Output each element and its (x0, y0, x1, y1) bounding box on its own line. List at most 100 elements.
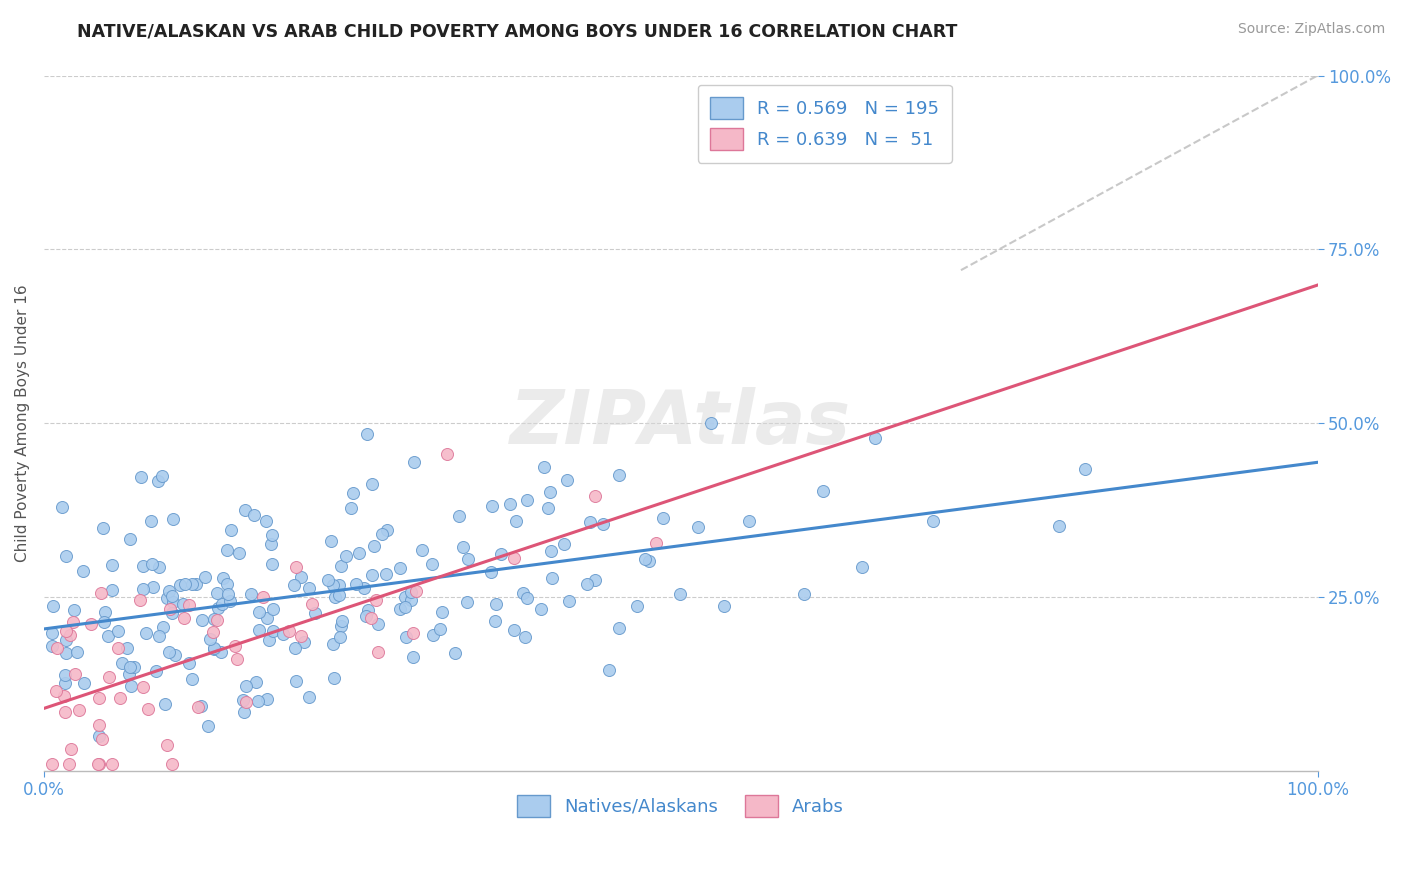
Point (157, 645, 180, 659)
Point (55, 646, 77, 660)
Point (160, 607, 183, 621)
Point (46, 641, 69, 656)
Point (132, 559, 155, 574)
Point (91, 731, 114, 746)
Point (340, 500, 363, 515)
Point (328, 588, 350, 602)
Point (512, 586, 534, 600)
Point (246, 694, 269, 708)
Text: NATIVE/ALASKAN VS ARAB CHILD POVERTY AMONG BOYS UNDER 16 CORRELATION CHART: NATIVE/ALASKAN VS ARAB CHILD POVERTY AMO… (77, 22, 957, 40)
Point (479, 565, 502, 579)
Point (118, 666, 141, 681)
Point (207, 601, 229, 615)
Point (101, 582, 124, 597)
Point (290, 569, 312, 583)
Point (41, 756, 63, 771)
Point (319, 533, 342, 548)
Point (344, 577, 367, 591)
Point (592, 517, 614, 532)
Point (145, 665, 167, 679)
Point (156, 591, 179, 605)
Point (262, 602, 284, 616)
Point (201, 625, 224, 640)
Point (45, 684, 67, 698)
Point (329, 630, 352, 644)
Point (245, 675, 267, 690)
Point (120, 532, 142, 546)
Point (202, 612, 225, 626)
Point (353, 581, 375, 595)
Point (163, 648, 186, 662)
Point (330, 614, 353, 628)
Point (235, 695, 257, 709)
Point (323, 590, 346, 604)
Point (243, 508, 266, 523)
Point (87, 756, 110, 771)
Point (298, 690, 321, 705)
Point (118, 659, 141, 673)
Point (738, 514, 761, 528)
Point (489, 547, 512, 561)
Point (90, 586, 112, 600)
Point (686, 519, 709, 533)
Point (447, 508, 470, 523)
Point (304, 606, 326, 620)
Point (205, 586, 228, 600)
Point (284, 640, 307, 655)
Point (107, 624, 129, 638)
Point (921, 514, 943, 528)
Point (101, 558, 124, 573)
Point (233, 503, 256, 517)
Legend: Natives/Alaskans, Arabs: Natives/Alaskans, Arabs (510, 788, 851, 824)
Point (700, 416, 723, 430)
Point (583, 489, 606, 503)
Point (215, 542, 238, 557)
Point (160, 756, 183, 771)
Point (205, 613, 228, 627)
Point (160, 589, 183, 603)
Point (55, 624, 77, 639)
Point (67, 703, 90, 717)
Point (538, 485, 561, 500)
Point (142, 580, 165, 594)
Point (443, 646, 465, 660)
Point (224, 639, 246, 653)
Point (793, 587, 815, 601)
Point (63, 666, 86, 681)
Point (247, 623, 270, 637)
Point (58, 756, 80, 771)
Point (254, 514, 277, 528)
Point (329, 619, 352, 633)
Point (260, 537, 283, 551)
Point (394, 590, 416, 604)
Point (1074, 462, 1097, 476)
Point (55, 549, 77, 563)
Point (713, 599, 735, 614)
Point (215, 577, 238, 591)
Point (187, 699, 209, 714)
Point (283, 578, 305, 592)
Point (278, 624, 301, 638)
Point (541, 571, 564, 585)
Point (217, 586, 239, 600)
Point (394, 600, 416, 615)
Point (209, 645, 232, 659)
Point (53, 676, 76, 690)
Point (851, 559, 873, 574)
Point (402, 626, 425, 640)
Point (93, 615, 115, 629)
Point (111, 657, 134, 671)
Point (668, 586, 690, 600)
Text: ZIPAtlas: ZIPAtlas (510, 386, 851, 459)
Point (354, 608, 377, 623)
Point (120, 680, 142, 694)
Point (598, 663, 620, 677)
Point (357, 603, 380, 617)
Point (813, 484, 835, 499)
Point (87, 718, 110, 732)
Point (557, 594, 579, 608)
Point (330, 558, 353, 573)
Point (503, 550, 526, 565)
Point (347, 546, 370, 560)
Point (177, 657, 200, 671)
